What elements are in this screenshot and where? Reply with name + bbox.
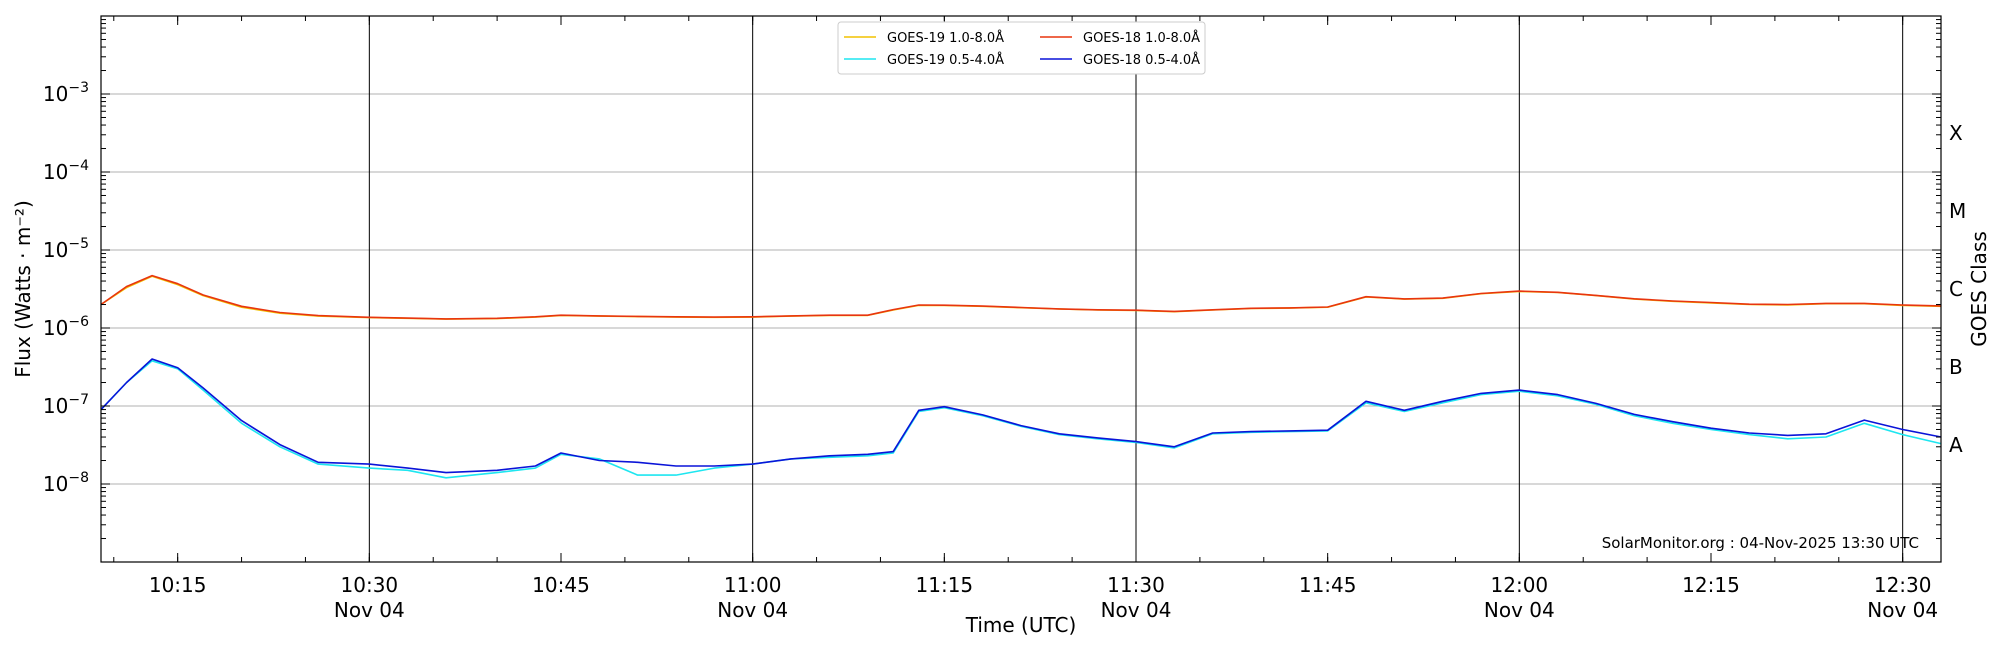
series-line-3 bbox=[100, 358, 1942, 474]
y-tick-label: 10−8 bbox=[43, 470, 89, 496]
plot-frame bbox=[100, 15, 1942, 563]
y-axis-ticks: 10−8 10−7 10−6 10−5 10−4 10−3 bbox=[43, 19, 1941, 563]
y-tick-label: 10−7 bbox=[43, 392, 89, 418]
legend-entry-label: GOES-18 0.5-4.0Å bbox=[1083, 52, 1200, 68]
y-axis-title: Flux (Watts · m⁻²) bbox=[11, 200, 35, 378]
legend-entry-label: GOES-19 1.0-8.0Å bbox=[887, 30, 1004, 46]
goes-class-label: M bbox=[1949, 199, 1966, 223]
x-tick-label: 12:00 bbox=[1491, 573, 1549, 597]
vertical-gridlines bbox=[368, 16, 1904, 562]
x-tick-date-label: Nov 04 bbox=[717, 598, 788, 622]
x-tick-label: 11:00 bbox=[724, 573, 782, 597]
y-tick-label: 10−3 bbox=[43, 80, 89, 106]
series-line-1 bbox=[100, 274, 1942, 320]
goes-class-label: A bbox=[1949, 433, 1963, 457]
x-tick-label: 10:30 bbox=[341, 573, 399, 597]
x-tick-label: 11:30 bbox=[1107, 573, 1165, 597]
x-tick-label: 12:15 bbox=[1682, 573, 1740, 597]
x-tick-date-label: Nov 04 bbox=[1867, 598, 1938, 622]
x-tick-date-label: Nov 04 bbox=[334, 598, 405, 622]
legend: GOES-19 1.0-8.0Å GOES-19 0.5-4.0Å GOES-18 … bbox=[837, 21, 1206, 75]
x-tick-date-label: Nov 04 bbox=[1101, 598, 1172, 622]
x-axis-title: Time (UTC) bbox=[965, 613, 1077, 637]
x-tick-label: 11:15 bbox=[916, 573, 974, 597]
watermark-text: SolarMonitor.org : 04-Nov-2025 13:30 UTC bbox=[1602, 534, 1919, 552]
plot-area bbox=[101, 16, 1941, 562]
x-tick-date-label: Nov 04 bbox=[1484, 598, 1555, 622]
y-tick-label: 10−4 bbox=[43, 158, 89, 184]
legend-entry-label: GOES-19 0.5-4.0Å bbox=[887, 52, 1004, 68]
goes-class-label: C bbox=[1949, 277, 1963, 301]
x-tick-label: 10:45 bbox=[532, 573, 590, 597]
y2-axis-title: GOES Class bbox=[1967, 231, 1991, 347]
x-tick-label: 11:45 bbox=[1299, 573, 1357, 597]
series-layer bbox=[100, 274, 1942, 479]
goes-class-label: X bbox=[1949, 121, 1963, 145]
x-tick-label: 12:30 bbox=[1874, 573, 1932, 597]
goes-class-label: B bbox=[1949, 355, 1963, 379]
legend-entry-label: GOES-18 1.0-8.0Å bbox=[1083, 30, 1200, 46]
legend-frame bbox=[837, 21, 1206, 75]
y-tick-label: 10−5 bbox=[43, 236, 89, 262]
goes-class-labels: A B C M X bbox=[1949, 121, 1966, 457]
x-tick-label: 10:15 bbox=[149, 573, 207, 597]
y-tick-label: 10−6 bbox=[43, 314, 89, 340]
horizontal-gridlines bbox=[101, 93, 1941, 485]
